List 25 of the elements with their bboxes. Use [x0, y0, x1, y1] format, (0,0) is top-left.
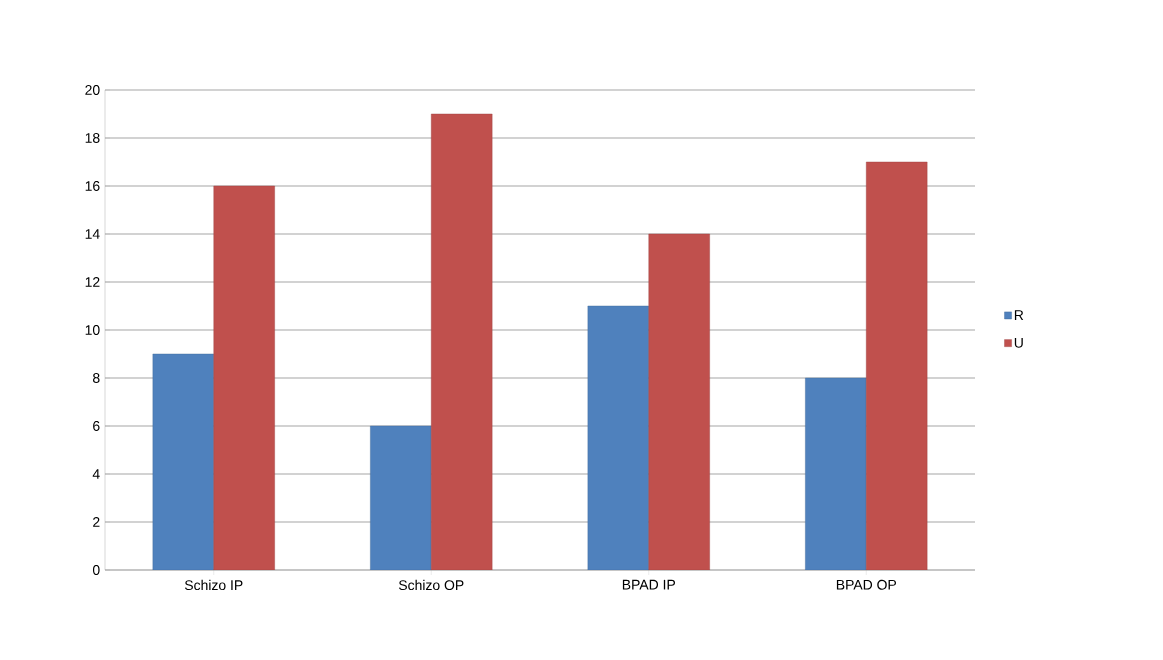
x-tick-label: BPAD OP: [836, 579, 897, 590]
bar: [587, 305, 649, 570]
bar: [152, 353, 214, 570]
bar: [431, 113, 493, 570]
bar: [866, 161, 928, 570]
y-tick-label: 2: [93, 517, 100, 527]
bar: [648, 233, 710, 570]
bar: [805, 377, 867, 570]
x-tick-label: BPAD IP: [622, 579, 676, 590]
legend-label: U: [1014, 337, 1023, 348]
y-tick-label: 20: [85, 85, 100, 95]
y-tick-label: 16: [85, 181, 100, 191]
y-tick-label: 10: [85, 325, 100, 335]
y-tick-label: 4: [92, 469, 100, 479]
y-tick-label: 18: [85, 133, 100, 143]
x-tick-label: Schizo OP: [398, 579, 464, 591]
y-tick-label: 8: [93, 373, 100, 383]
y-tick-label: 0: [92, 565, 100, 575]
x-tick-label: Schizo IP: [184, 579, 243, 591]
y-tick-label: 14: [85, 229, 100, 239]
legend-label: R: [1014, 310, 1024, 320]
bar: [213, 185, 275, 570]
bar: [370, 425, 432, 570]
y-tick-label: 6: [93, 421, 100, 431]
y-tick-label: 12: [85, 277, 100, 287]
